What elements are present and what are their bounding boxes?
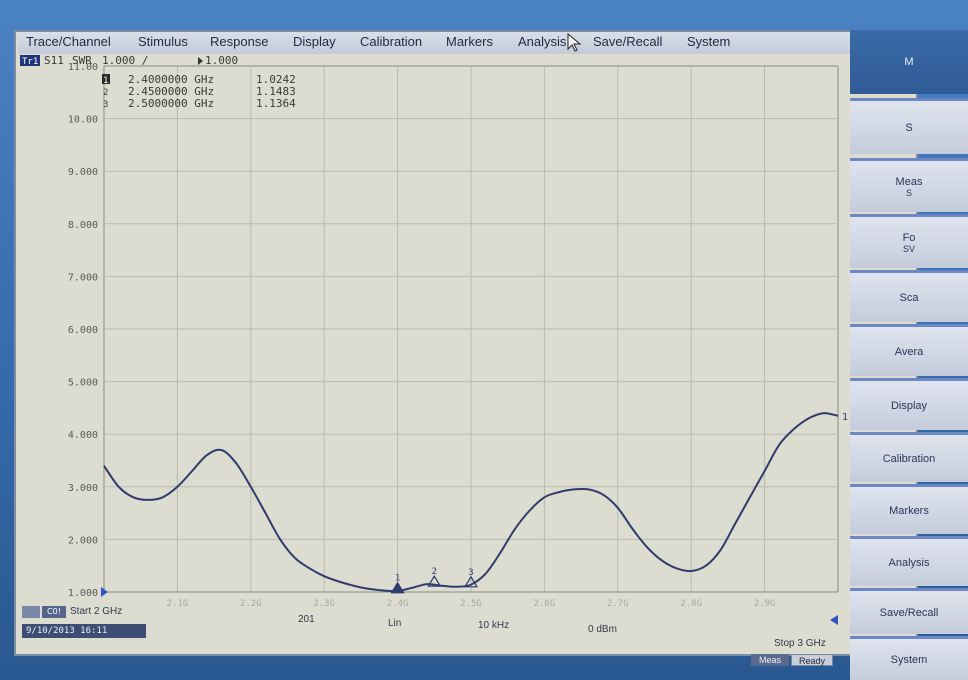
marker-3-freq: 2.5000000 GHz bbox=[128, 97, 214, 110]
svg-text:2: 2 bbox=[432, 567, 437, 577]
x-tick-label: 2.3G bbox=[313, 599, 335, 609]
x-tick-label: 2.9G bbox=[754, 599, 776, 609]
y-tick-label: 2.000 bbox=[68, 535, 98, 546]
trace-id: Tr1 bbox=[22, 57, 38, 67]
status-ifbw[interactable]: 10 kHz bbox=[478, 620, 510, 631]
softkey-calibration[interactable]: Calibration bbox=[850, 432, 968, 482]
menu-system[interactable]: System bbox=[687, 34, 731, 49]
menu-bar: Trace/Channel Stimulus Response Display … bbox=[18, 32, 916, 55]
x-tick-label: 2.5G bbox=[460, 599, 482, 609]
y-axis-ticks: 11.00 10.00 9.000 8.000 7.000 6.000 5.000 4.000… bbox=[68, 62, 98, 599]
menu-save-recall[interactable]: Save/Recall bbox=[593, 34, 663, 49]
trace-scale: 1.000 / bbox=[102, 54, 148, 67]
x-tick-label: 2.8G bbox=[680, 599, 702, 609]
x-tick-label: 2.2G bbox=[240, 599, 262, 609]
softkey-panel: M S Meas S Fo SV Sca Avera Display Calibra… bbox=[850, 30, 968, 680]
softkey-s[interactable]: S bbox=[850, 98, 968, 154]
menu-display[interactable]: Display bbox=[293, 34, 336, 49]
marker-1-value: 1.0242 bbox=[256, 73, 296, 86]
y-tick-label: 7.000 bbox=[68, 272, 98, 283]
softkey-markers[interactable]: Markers bbox=[850, 484, 968, 534]
grid bbox=[103, 65, 839, 593]
marker-1-freq: 2.4000000 GHz bbox=[128, 73, 214, 86]
y-tick-label: 4.000 bbox=[68, 430, 98, 441]
y-tick-label: 5.000 bbox=[68, 378, 98, 389]
status-meas: Meas bbox=[751, 654, 789, 666]
y-tick-label: 3.000 bbox=[68, 483, 98, 494]
status-points[interactable]: 201 bbox=[298, 614, 315, 625]
softkey-meas[interactable]: Meas S bbox=[850, 158, 968, 212]
trace-reference: 1.000 bbox=[205, 54, 238, 67]
y-tick-label: 1.000 bbox=[68, 588, 98, 599]
y-tick-label: 6.000 bbox=[68, 325, 98, 336]
channel-chip-b: C0! bbox=[42, 606, 66, 618]
marker-symbols[interactable]: 1 2 3 bbox=[390, 567, 479, 594]
status-ready: Ready bbox=[791, 654, 833, 666]
softkey-format[interactable]: Fo SV bbox=[850, 214, 968, 268]
marker-2-value: 1.1483 bbox=[256, 85, 296, 98]
y-tick-label: 8.000 bbox=[68, 220, 98, 231]
menu-analysis[interactable]: Analysis bbox=[518, 34, 567, 49]
marker-3-symbol[interactable]: 3 bbox=[463, 568, 479, 588]
right-scroll-marker-icon bbox=[830, 615, 838, 625]
mouse-pointer-icon bbox=[567, 33, 582, 52]
status-start[interactable]: Start 2 GHz bbox=[70, 606, 123, 617]
softkey-display[interactable]: Display bbox=[850, 378, 968, 430]
y-tick-label: 10.00 bbox=[68, 115, 98, 126]
svg-text:1: 1 bbox=[395, 574, 400, 584]
trace-end-label: 1 bbox=[842, 412, 848, 423]
y-tick-label: 9.000 bbox=[68, 167, 98, 178]
marker-1-symbol[interactable]: 1 bbox=[390, 574, 405, 594]
x-tick-label: 2.1G bbox=[167, 599, 189, 609]
svg-text:3: 3 bbox=[468, 568, 473, 578]
menu-response[interactable]: Response bbox=[210, 34, 269, 49]
x-tick-label: 2.6G bbox=[534, 599, 556, 609]
status-stop[interactable]: Stop 3 GHz bbox=[774, 638, 826, 649]
marker-2-num: 2 bbox=[103, 88, 108, 98]
menu-markers[interactable]: Markers bbox=[446, 34, 493, 49]
x-axis-ticks: 2.1G 2.2G 2.3G 2.4G 2.5G 2.6G 2.7G 2.8G 2.9G bbox=[167, 599, 776, 609]
softkey-system[interactable]: System bbox=[850, 636, 968, 680]
marker-2-symbol[interactable]: 2 bbox=[427, 567, 442, 587]
menu-calibration[interactable]: Calibration bbox=[360, 34, 423, 49]
softkey-scale[interactable]: Sca bbox=[850, 270, 968, 322]
channel-chip-a bbox=[22, 606, 40, 618]
marker-1-num: 1 bbox=[103, 76, 108, 86]
y-tick-label: 11.00 bbox=[68, 62, 98, 73]
softkey-title: M bbox=[850, 30, 968, 94]
status-sweep-type[interactable]: Lin bbox=[388, 618, 402, 629]
marker-3-value: 1.1364 bbox=[256, 97, 296, 110]
trace-parameter: S11 bbox=[44, 54, 64, 67]
menu-stimulus[interactable]: Stimulus bbox=[138, 34, 188, 49]
trace-header: Tr1 S11 SWR 1.000 / 1.000 bbox=[20, 54, 238, 67]
softkey-save-recall[interactable]: Save/Recall bbox=[850, 588, 968, 634]
reference-level-marker-icon bbox=[101, 587, 108, 597]
trace-format: SWR bbox=[72, 54, 92, 67]
x-tick-label: 2.4G bbox=[387, 599, 409, 609]
menu-trace-channel[interactable]: Trace/Channel bbox=[26, 34, 111, 49]
plot-area[interactable]: Tr1 S11 SWR 1.000 / 1.000 11.00 10.00 9.00… bbox=[18, 54, 850, 650]
status-datetime: 9/10/2013 16:11 bbox=[22, 624, 146, 638]
status-power[interactable]: 0 dBm bbox=[588, 624, 617, 635]
marker-2-freq: 2.4500000 GHz bbox=[128, 85, 214, 98]
x-tick-label: 2.7G bbox=[607, 599, 629, 609]
marker-table: 1 2.4000000 GHz 1.0242 2 2.4500000 GHz 1… bbox=[102, 73, 296, 110]
swr-trace-line bbox=[103, 412, 839, 593]
marker-3-num: 3 bbox=[103, 100, 108, 110]
reference-arrow-icon bbox=[198, 57, 203, 65]
softkey-average[interactable]: Avera bbox=[850, 324, 968, 376]
softkey-analysis[interactable]: Analysis bbox=[850, 536, 968, 586]
